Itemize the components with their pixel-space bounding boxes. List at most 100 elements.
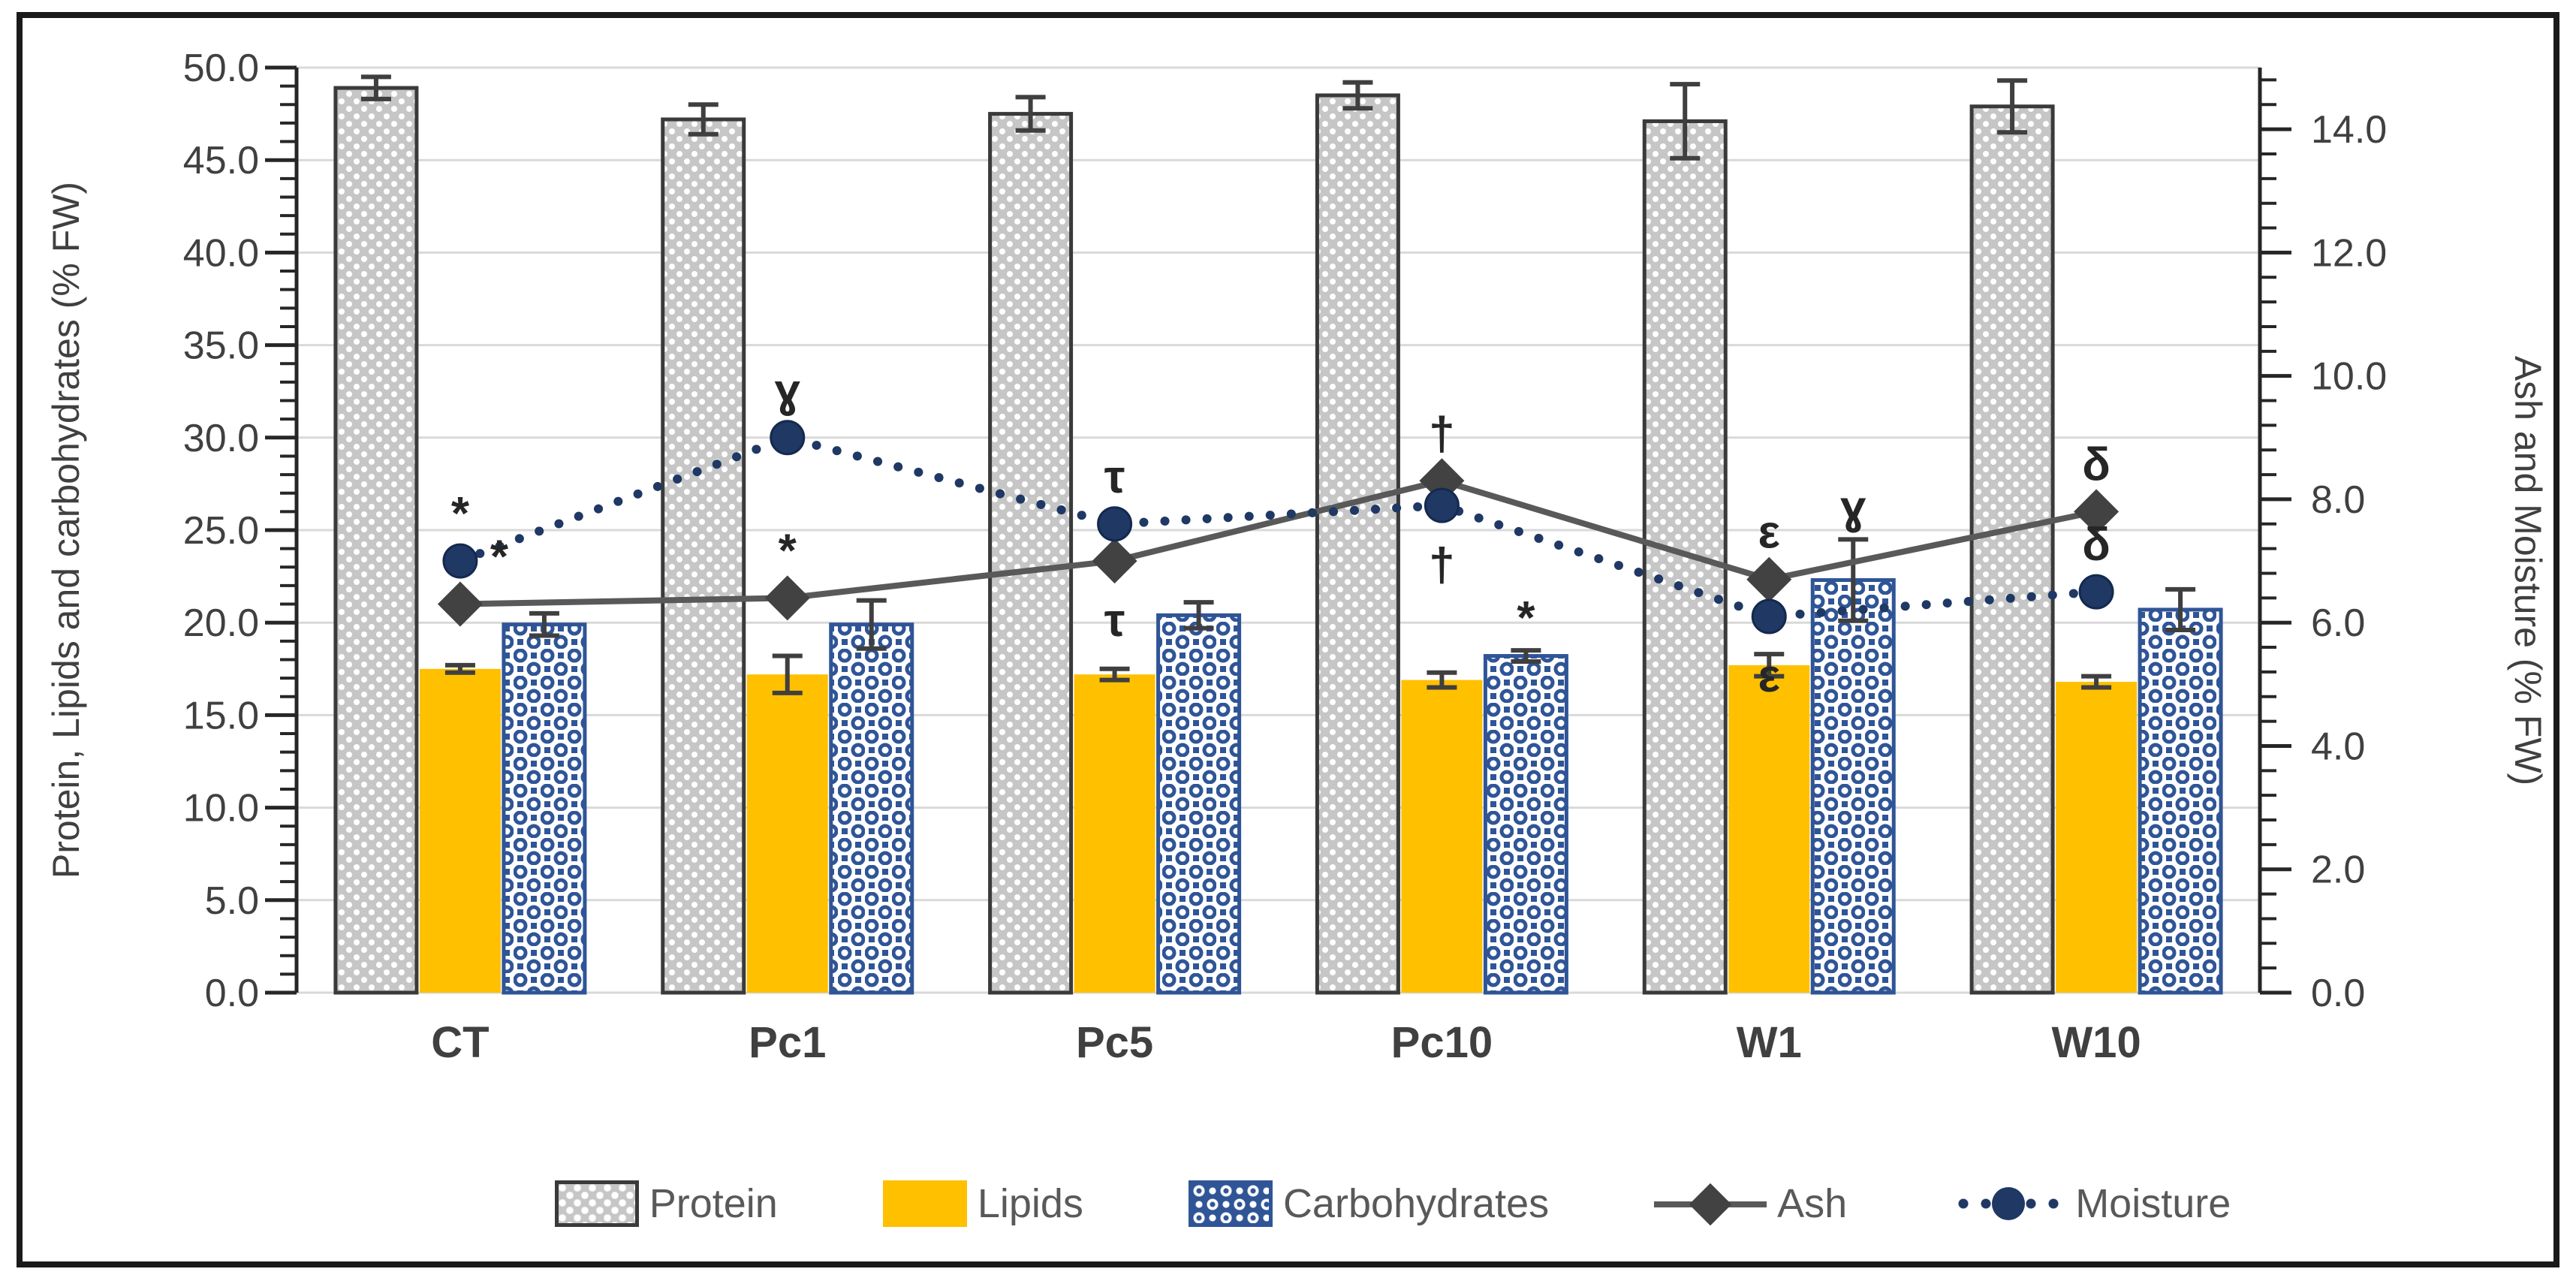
- category-label-Pc1: Pc1: [749, 1018, 826, 1067]
- left-axis-title: Protein, Lipids and carbohydrates (% FW): [45, 182, 87, 879]
- right-axis-tick-label: 14.0: [2311, 108, 2387, 152]
- right-axis-title: Ash and Moisture (% FW): [2507, 356, 2549, 785]
- bar-carbohydrates-W10[interactable]: [2138, 607, 2223, 995]
- category-label-W10: W10: [2051, 1018, 2141, 1067]
- left-axis-tick-label: 45.0: [183, 139, 259, 182]
- annotation-symbol: †: [1429, 408, 1454, 460]
- error-bar-lipids-W10: [2081, 674, 2112, 690]
- bar-protein-CT[interactable]: [333, 86, 419, 995]
- right-axis-tick-label: 6.0: [2311, 601, 2365, 645]
- bar-lipids-Pc1[interactable]: [746, 674, 828, 993]
- error-bar-lipids-Pc1: [772, 653, 803, 695]
- left-axis-tick-label: 20.0: [183, 601, 259, 645]
- error-bar-protein-CT: [360, 74, 391, 101]
- bar-protein-Pc5[interactable]: [988, 112, 1074, 995]
- annotation-symbol: *: [1517, 592, 1535, 644]
- protein-swatch-icon: [554, 1180, 639, 1227]
- error-bar-lipids-Pc5: [1099, 666, 1130, 683]
- error-bar-protein-Pc1: [688, 102, 719, 137]
- bar-protein-W10[interactable]: [1969, 104, 2055, 995]
- moisture-point-Pc1[interactable]: [770, 420, 806, 456]
- left-axis-tick-label: 15.0: [183, 694, 259, 737]
- bar-protein-Pc1[interactable]: [661, 117, 746, 995]
- left-axis-tick-label: 30.0: [183, 417, 259, 460]
- category-label-Pc5: Pc5: [1076, 1018, 1153, 1067]
- moisture-point-Pc5[interactable]: [1097, 506, 1133, 542]
- error-bar-lipids-Pc10: [1427, 670, 1457, 690]
- moisture-point-W10[interactable]: [2078, 574, 2114, 610]
- chart-legend: Protein Lipids Carbohydrates Ash Moistur…: [300, 1162, 2485, 1245]
- legend-label-ash: Ash: [1777, 1181, 1848, 1226]
- right-axis-tick-label: 8.0: [2311, 478, 2365, 522]
- annotation-symbol: τ: [1104, 595, 1125, 647]
- error-bar-carbohydrates-Pc5: [1183, 600, 1214, 631]
- right-axis-tick-label: 12.0: [2311, 231, 2387, 275]
- bar-carbohydrates-Pc1[interactable]: [829, 622, 914, 995]
- left-axis-tick-label: 50.0: [183, 47, 259, 90]
- left-axis-tick-label: 10.0: [183, 787, 259, 830]
- bar-protein-Pc10[interactable]: [1315, 93, 1400, 995]
- legend-item-carbohydrates[interactable]: Carbohydrates: [1188, 1180, 1550, 1227]
- bar-lipids-Pc5[interactable]: [1074, 674, 1155, 993]
- error-bar-protein-W10: [1997, 78, 2028, 135]
- legend-label-carbohydrates: Carbohydrates: [1282, 1181, 1550, 1226]
- ash-point-Pc5[interactable]: [1092, 538, 1137, 584]
- annotation-symbol: *: [451, 488, 470, 540]
- legend-item-protein[interactable]: Protein: [554, 1180, 778, 1227]
- bar-carbohydrates-W1[interactable]: [1810, 578, 1896, 995]
- moisture-line[interactable]: [455, 433, 2101, 622]
- legend-label-moisture: Moisture: [2075, 1181, 2231, 1226]
- moisture-dotted-line-icon: [1952, 1180, 2065, 1227]
- bar-lipids-W1[interactable]: [1728, 665, 1810, 993]
- annotation-symbol: *: [779, 525, 797, 577]
- ash-point-W1[interactable]: [1746, 556, 1792, 602]
- error-bar-carbohydrates-W10: [2165, 586, 2196, 633]
- right-axis-tick-label: 4.0: [2311, 725, 2365, 768]
- annotation-symbol: ε: [1758, 650, 1780, 702]
- carbohydrates-swatch-icon: [1188, 1180, 1273, 1227]
- error-bar-protein-Pc10: [1342, 80, 1373, 111]
- left-axis-tick-label: 25.0: [183, 509, 259, 553]
- annotation-symbol: †: [1429, 539, 1454, 591]
- moisture-point-Pc10[interactable]: [1424, 487, 1460, 523]
- bar-carbohydrates-CT[interactable]: [502, 622, 587, 995]
- legend-item-moisture[interactable]: Moisture: [1952, 1180, 2231, 1227]
- error-bar-carbohydrates-W1: [1838, 537, 1869, 623]
- bar-lipids-Pc10[interactable]: [1401, 680, 1483, 993]
- legend-item-ash[interactable]: Ash: [1654, 1180, 1847, 1227]
- right-axis-tick-label: 2.0: [2311, 848, 2365, 892]
- ash-line[interactable]: [459, 478, 2097, 607]
- ash-line-icon: [1654, 1180, 1767, 1227]
- ash-point-W10[interactable]: [2074, 489, 2120, 535]
- moisture-point-CT[interactable]: [442, 543, 478, 579]
- annotation-symbol: *: [490, 532, 509, 583]
- bar-carbohydrates-Pc5[interactable]: [1156, 613, 1242, 995]
- error-bar-carbohydrates-CT: [529, 610, 559, 638]
- right-axis-tick-label: 10.0: [2311, 355, 2387, 399]
- moisture-point-W1[interactable]: [1751, 598, 1787, 634]
- ash-point-Pc1[interactable]: [764, 575, 810, 621]
- legend-label-protein: Protein: [649, 1181, 778, 1226]
- right-axis-tick-label: 0.0: [2311, 972, 2365, 1015]
- error-bar-carbohydrates-Pc10: [1511, 648, 1541, 664]
- left-axis-tick-label: 40.0: [183, 231, 259, 275]
- ash-point-CT[interactable]: [437, 581, 483, 627]
- error-bar-lipids-W1: [1754, 652, 1785, 679]
- error-bar-carbohydrates-Pc1: [856, 598, 887, 651]
- bar-lipids-CT[interactable]: [419, 668, 501, 993]
- left-axis-tick-label: 0.0: [205, 972, 259, 1015]
- left-axis-tick-label: 5.0: [205, 879, 259, 923]
- annotation-symbol: ɣ: [775, 365, 801, 417]
- error-bar-protein-W1: [1670, 82, 1701, 161]
- legend-label-lipids: Lipids: [977, 1181, 1083, 1226]
- error-bar-protein-Pc5: [1015, 95, 1046, 133]
- bar-lipids-W10[interactable]: [2056, 682, 2138, 993]
- category-label-W1: W1: [1737, 1018, 1802, 1067]
- bar-carbohydrates-Pc10[interactable]: [1483, 654, 1568, 995]
- annotation-symbol: δ: [2082, 519, 2111, 571]
- legend-item-lipids[interactable]: Lipids: [882, 1180, 1083, 1227]
- error-bar-lipids-CT: [444, 662, 475, 675]
- category-label-Pc10: Pc10: [1391, 1018, 1493, 1067]
